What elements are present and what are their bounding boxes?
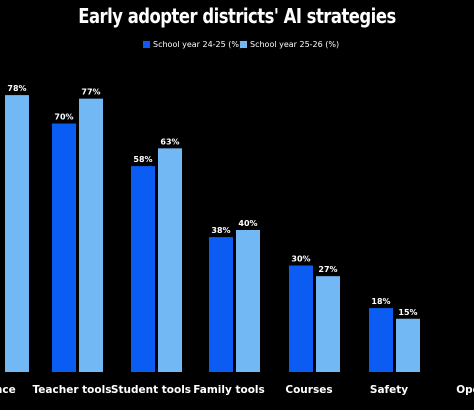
bar-family-tools-series-1 <box>209 237 233 372</box>
data-label-courses-series-1: 30% <box>291 255 310 264</box>
bar-guidance-series-2 <box>5 95 29 372</box>
bar-teacher-tools-series-2 <box>79 98 103 373</box>
bar-safety-series-1 <box>369 308 393 372</box>
data-label-safety-series-2: 15% <box>398 308 417 317</box>
bar-student-tools-series-1 <box>131 166 155 372</box>
category-label-teacher-tools: Teacher tools <box>33 384 112 396</box>
category-label-safety: Safety <box>370 384 408 396</box>
bar-teacher-tools-series-1 <box>52 123 76 372</box>
legend-item-series-1: School year 24-25 (%) <box>143 40 242 49</box>
data-label-teacher-tools-series-2: 77% <box>81 88 100 97</box>
legend-label-series-2: School year 25-26 (%) <box>250 40 340 49</box>
legend-label-series-1: School year 24-25 (%) <box>153 40 243 49</box>
category-label-student-tools: Student tools <box>111 384 191 396</box>
bar-student-tools-series-2 <box>158 148 182 372</box>
legend-item-series-2: School year 25-26 (%) <box>240 40 339 49</box>
data-label-student-tools-series-1: 58% <box>133 155 152 164</box>
legend-swatch-series-1 <box>143 41 150 48</box>
bar-courses-series-1 <box>289 265 313 372</box>
bar-family-tools-series-2 <box>236 230 260 372</box>
category-label-guidance: dance <box>0 384 16 396</box>
bar-courses-series-2 <box>316 276 340 372</box>
bar-safety-series-2 <box>396 318 420 372</box>
legend-swatch-series-2 <box>240 41 247 48</box>
data-label-safety-series-1: 18% <box>371 297 390 306</box>
category-label-family-tools: Family tools <box>193 384 265 396</box>
data-label-family-tools-series-1: 38% <box>211 226 230 235</box>
category-label-operations: Ope <box>456 384 474 396</box>
data-label-teacher-tools-series-1: 70% <box>54 113 73 122</box>
data-label-student-tools-series-2: 63% <box>160 137 179 146</box>
data-label-guidance-series-2: 78% <box>7 84 26 93</box>
data-label-courses-series-2: 27% <box>318 265 337 274</box>
chart-title: Early adopter districts' AI strategies <box>78 4 396 28</box>
legend: School year 24-25 (%) School year 25-26 … <box>0 40 474 52</box>
category-label-courses: Courses <box>285 384 332 396</box>
data-label-family-tools-series-2: 40% <box>238 219 257 228</box>
